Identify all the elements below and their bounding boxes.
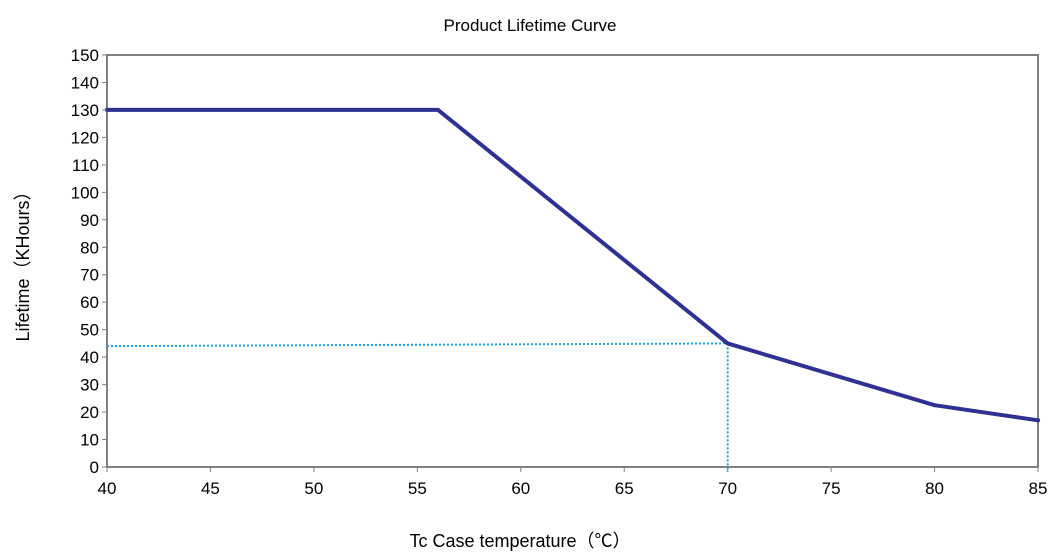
x-tick-label: 80 <box>925 479 944 498</box>
x-tick-label: 70 <box>718 479 737 498</box>
y-tick-label: 110 <box>72 156 99 175</box>
data-point <box>725 341 730 346</box>
x-axis-ticks: 40 45 50 55 60 65 70 75 80 85 <box>98 467 1048 498</box>
reference-lines <box>106 342 729 472</box>
series-line <box>105 107 1040 423</box>
reference-line-horizontal <box>106 342 728 348</box>
y-tick-label: 30 <box>80 376 99 395</box>
y-tick-label: 90 <box>80 211 99 230</box>
y-tick-label: 50 <box>80 321 99 340</box>
y-tick-label: 100 <box>71 183 99 202</box>
x-tick-label: 85 <box>1029 479 1048 498</box>
y-tick-label: 20 <box>80 403 99 422</box>
y-tick-label: 60 <box>80 293 99 312</box>
x-tick-label: 60 <box>511 479 530 498</box>
y-tick-label: 40 <box>80 348 99 367</box>
y-tick-label: 120 <box>71 128 99 147</box>
x-tick-label: 50 <box>304 479 323 498</box>
x-tick-label: 75 <box>822 479 841 498</box>
data-point <box>932 403 937 408</box>
x-tick-label: 65 <box>615 479 634 498</box>
y-tick-label: 70 <box>80 266 99 285</box>
y-tick-label: 0 <box>90 458 99 477</box>
x-tick-label: 40 <box>98 479 117 498</box>
y-tick-label: 150 <box>71 46 99 65</box>
series-layer <box>105 107 1040 423</box>
y-tick-label: 80 <box>80 238 99 257</box>
x-tick-label: 45 <box>201 479 220 498</box>
y-tick-label: 10 <box>80 431 99 450</box>
y-axis-ticks: 0 10 20 30 40 50 60 70 80 90 100 110 120 130 140 150 <box>71 46 107 477</box>
y-tick-label: 130 <box>71 101 99 120</box>
data-point <box>436 107 441 112</box>
data-point <box>1036 418 1040 423</box>
y-axis-label: Lifetime（KHours） <box>13 182 33 341</box>
plot-frame <box>106 54 1039 468</box>
chart-title: Product Lifetime Curve <box>444 16 617 35</box>
x-tick-label: 55 <box>408 479 427 498</box>
y-tick-label: 140 <box>71 73 99 92</box>
x-axis-label: Tc Case temperature（℃） <box>409 531 630 551</box>
